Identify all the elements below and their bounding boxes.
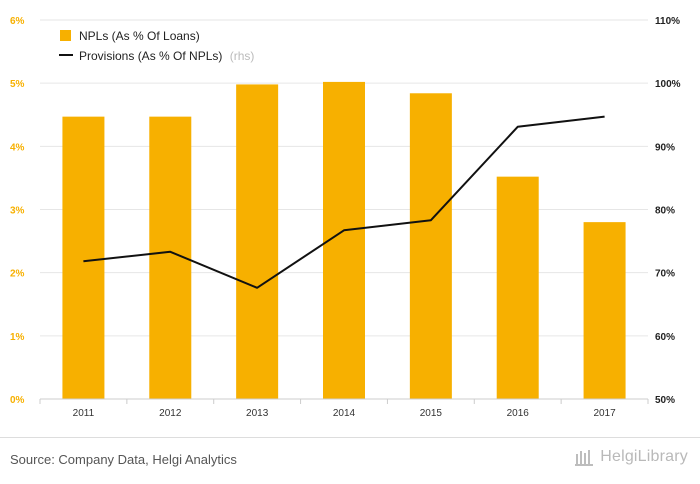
bar-2015 bbox=[409, 93, 452, 400]
line-series bbox=[83, 115, 605, 289]
bar-2011 bbox=[62, 116, 105, 400]
chart: 2011 2012 2013 2014 2015 2016 2017 0% 1% 2% 3% 4% 5… bbox=[10, 16, 681, 419]
source-note: Source: Company Data, Helgi Analytics bbox=[10, 452, 237, 467]
y-right-tick-label: 100% bbox=[655, 79, 681, 90]
library-icon bbox=[575, 450, 594, 466]
bar-2016 bbox=[496, 176, 539, 399]
y-right-tick-label: 110% bbox=[655, 16, 680, 27]
y-left-tick-label: 4% bbox=[10, 142, 25, 153]
y-right-tick-label: 90% bbox=[655, 142, 675, 153]
y-axis-left: 0% 1% 2% 3% 4% 5% 6% bbox=[10, 16, 25, 406]
legend-label-bar: NPLs (As % Of Loans) bbox=[79, 29, 200, 43]
legend-swatch-bar bbox=[60, 30, 71, 41]
y-left-tick-label: 5% bbox=[10, 79, 25, 90]
legend-label-line: Provisions (As % Of NPLs) (rhs) bbox=[79, 49, 254, 63]
helgi-library-logo: HelgiLibrary bbox=[575, 448, 688, 466]
bar-series bbox=[62, 81, 626, 400]
x-tick-label: 2017 bbox=[593, 408, 616, 419]
x-axis: 2011 2012 2013 2014 2015 2016 2017 bbox=[39, 398, 649, 419]
provisions-line bbox=[83, 115, 605, 289]
footer: Source: Company Data, Helgi Analytics He… bbox=[0, 437, 700, 484]
y-right-tick-label: 80% bbox=[655, 206, 675, 217]
y-right-tick-label: 70% bbox=[655, 269, 675, 280]
x-tick-label: 2016 bbox=[507, 408, 530, 419]
y-left-tick-label: 1% bbox=[10, 332, 25, 343]
bar-2013 bbox=[236, 84, 279, 400]
y-left-tick-label: 6% bbox=[10, 16, 25, 27]
x-tick-label: 2015 bbox=[420, 408, 443, 419]
y-right-tick-label: 50% bbox=[655, 395, 675, 406]
logo-text: HelgiLibrary bbox=[600, 448, 688, 465]
y-right-tick-label: 60% bbox=[655, 332, 675, 343]
y-axis-right: 50% 60% 70% 80% 90% 100% 110% bbox=[655, 16, 681, 406]
legend-label-line-suffix: (rhs) bbox=[230, 49, 255, 63]
legend: NPLs (As % Of Loans) Provisions (As % Of… bbox=[59, 29, 254, 63]
y-left-tick-label: 0% bbox=[10, 395, 25, 406]
x-tick-label: 2013 bbox=[246, 408, 269, 419]
y-left-tick-label: 2% bbox=[10, 269, 25, 280]
x-tick-label: 2012 bbox=[159, 408, 182, 419]
bar-2017 bbox=[583, 222, 626, 399]
legend-label-line-name: Provisions (As % Of NPLs) bbox=[79, 49, 222, 63]
x-tick-label: 2011 bbox=[73, 408, 95, 419]
x-tick-label: 2014 bbox=[333, 408, 356, 419]
y-left-tick-label: 3% bbox=[10, 206, 25, 217]
